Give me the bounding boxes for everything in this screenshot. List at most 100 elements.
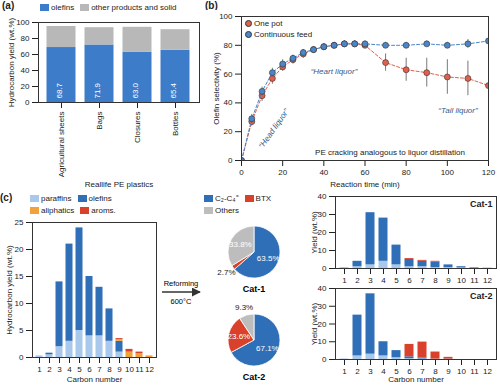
svg-text:Carbon number: Carbon number (67, 375, 123, 384)
svg-text:80: 80 (224, 41, 233, 50)
svg-text:Hydrocarbon yield (wt.%): Hydrocarbon yield (wt.%) (7, 17, 16, 107)
svg-text:PE cracking analogous to liquo: PE cracking analogous to liquor distilla… (315, 148, 465, 157)
svg-text:100: 100 (441, 168, 455, 177)
svg-text:9: 9 (117, 365, 122, 374)
svg-text:20: 20 (278, 168, 287, 177)
svg-text:20: 20 (317, 319, 327, 329)
svg-text:25: 25 (15, 218, 24, 227)
svg-text:Cat-1: Cat-1 (243, 284, 266, 294)
svg-text:120: 120 (482, 168, 496, 177)
svg-text:71.9: 71.9 (93, 82, 102, 98)
svg-text:12: 12 (483, 367, 492, 376)
svg-text:20: 20 (224, 127, 233, 136)
svg-text:0: 0 (239, 168, 244, 177)
svg-text:600°C: 600°C (171, 297, 193, 306)
html-text:olefins: olefins (88, 194, 112, 203)
svg-text:Bags: Bags (95, 112, 104, 130)
svg-text:60: 60 (21, 50, 30, 59)
svg-text:6: 6 (87, 365, 92, 374)
svg-text:67.1%: 67.1% (256, 344, 279, 353)
svg-text:Hydrocarbon yield (wt.%): Hydrocarbon yield (wt.%) (5, 245, 14, 335)
svg-text:“Heart liquor”: “Heart liquor” (311, 67, 358, 76)
svg-text:7: 7 (97, 365, 102, 374)
svg-text:100: 100 (219, 12, 233, 21)
svg-text:33.8%: 33.8% (229, 240, 252, 249)
svg-text:Closures: Closures (133, 112, 142, 144)
html-text:(a): (a) (2, 0, 15, 11)
svg-text:30: 30 (317, 301, 327, 311)
svg-text:60: 60 (361, 168, 370, 177)
svg-text:23.6%: 23.6% (228, 332, 251, 341)
svg-text:Reforming: Reforming (164, 279, 199, 288)
svg-text:0: 0 (19, 353, 24, 362)
svg-text:5: 5 (77, 365, 82, 374)
html-text:aroms.: aroms. (91, 206, 116, 215)
svg-text:2: 2 (355, 367, 360, 376)
svg-text:11: 11 (135, 365, 144, 374)
svg-text:3: 3 (57, 365, 62, 374)
svg-text:“Head liquor”: “Head liquor” (257, 107, 291, 150)
svg-text:63.5%: 63.5% (257, 254, 280, 263)
svg-text:Yield (wt.%): Yield (wt.%) (310, 211, 319, 254)
svg-text:8: 8 (107, 365, 112, 374)
svg-text:15: 15 (15, 272, 24, 281)
svg-text:80: 80 (21, 34, 30, 43)
svg-text:11: 11 (470, 367, 479, 376)
svg-text:Olefin selectivity (%): Olefin selectivity (%) (212, 52, 221, 125)
svg-text:10: 10 (125, 365, 134, 374)
svg-text:0: 0 (322, 355, 327, 364)
svg-text:40: 40 (318, 284, 327, 293)
svg-text:“Tail liquor”: “Tail liquor” (438, 106, 478, 115)
svg-text:30: 30 (317, 210, 327, 220)
html-text:C₂-C₄⁼: C₂-C₄⁼ (215, 194, 239, 203)
svg-text:0: 0 (228, 156, 233, 165)
svg-text:Yield (wt.%): Yield (wt.%) (310, 302, 319, 345)
svg-text:20: 20 (21, 82, 30, 91)
svg-text:20: 20 (317, 228, 327, 238)
svg-text:10: 10 (317, 337, 327, 347)
svg-text:40: 40 (224, 98, 233, 107)
html-text:aliphatics: aliphatics (41, 206, 75, 215)
svg-text:9.3%: 9.3% (235, 303, 253, 312)
svg-text:80: 80 (402, 168, 411, 177)
svg-text:65.4: 65.4 (169, 82, 178, 98)
html-text:olefins: olefins (51, 3, 75, 12)
svg-text:4: 4 (67, 365, 72, 374)
html-text:(b): (b) (205, 0, 218, 11)
svg-text:2: 2 (47, 365, 52, 374)
svg-text:10: 10 (457, 367, 466, 376)
svg-text:4: 4 (381, 367, 386, 376)
svg-text:Cat-2: Cat-2 (470, 291, 493, 301)
svg-text:Cat-2: Cat-2 (243, 372, 266, 382)
svg-text:10: 10 (317, 246, 327, 256)
html-text:(c): (c) (0, 192, 13, 203)
svg-text:Bottles: Bottles (171, 112, 180, 136)
svg-text:0: 0 (322, 264, 327, 273)
svg-text:1: 1 (342, 367, 347, 376)
svg-text:Agricultural sheets: Agricultural sheets (57, 112, 66, 178)
html-text:One pot: One pot (254, 19, 283, 28)
svg-text:63.0: 63.0 (131, 82, 140, 98)
html-text:paraffins: paraffins (41, 194, 72, 203)
svg-text:12: 12 (145, 365, 154, 374)
svg-text:68.7: 68.7 (55, 82, 64, 98)
svg-text:Cat-1: Cat-1 (470, 199, 493, 209)
svg-text:3: 3 (368, 367, 373, 376)
svg-text:20: 20 (15, 245, 24, 254)
html-text:Continuous feed: Continuous feed (254, 30, 313, 39)
svg-text:Reallife PE plastics: Reallife PE plastics (85, 180, 153, 189)
svg-text:9: 9 (446, 367, 451, 376)
svg-text:2.7%: 2.7% (217, 268, 235, 277)
svg-text:0: 0 (25, 98, 30, 107)
svg-text:Reaction time (min): Reaction time (min) (330, 180, 400, 189)
svg-text:40: 40 (21, 66, 30, 75)
svg-text:10: 10 (15, 299, 24, 308)
svg-text:Carbon number: Carbon number (388, 375, 444, 384)
svg-text:1: 1 (37, 365, 42, 374)
svg-text:5: 5 (19, 326, 24, 335)
svg-text:40: 40 (318, 192, 327, 201)
svg-text:100: 100 (16, 18, 30, 27)
svg-text:40: 40 (319, 168, 328, 177)
svg-text:60: 60 (224, 70, 233, 79)
html-text:other products and solid: other products and solid (91, 3, 177, 12)
